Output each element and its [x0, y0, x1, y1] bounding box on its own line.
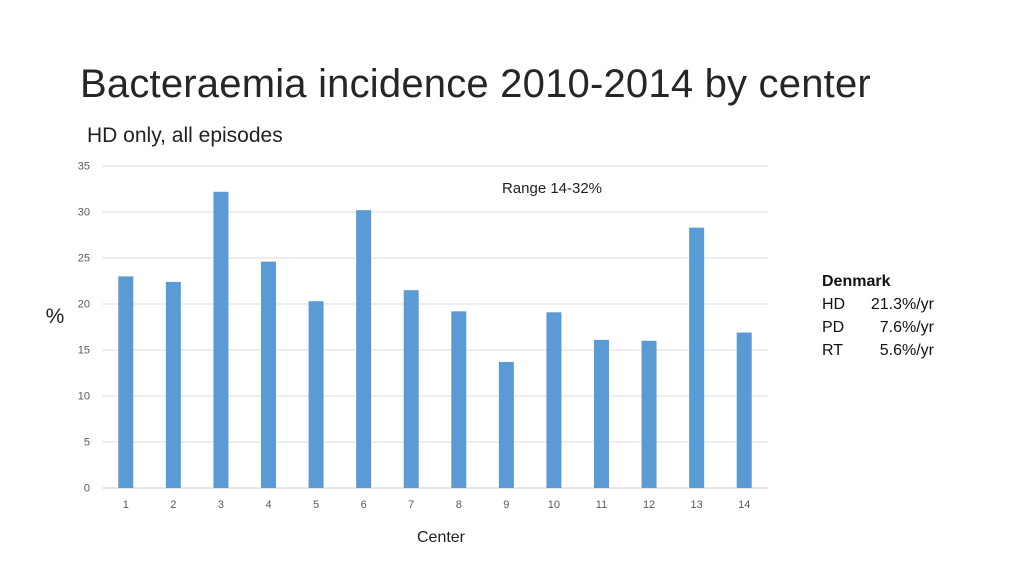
summary-row-hd: HD 21.3%/yr	[822, 293, 934, 316]
y-tick-label: 5	[84, 437, 90, 449]
bar	[498, 361, 514, 488]
summary-label: HD	[822, 296, 846, 313]
bar	[118, 276, 134, 488]
bar	[403, 290, 419, 488]
summary-value: 7.6%/yr	[879, 319, 934, 336]
bar	[641, 340, 657, 488]
page-subtitle: HD only, all episodes	[87, 124, 283, 147]
y-tick-label: 30	[78, 207, 90, 219]
summary-heading: Denmark	[822, 273, 891, 290]
x-tick-label: 13	[691, 499, 703, 511]
bar	[213, 191, 229, 488]
summary-value: 21.3%/yr	[870, 296, 934, 313]
x-tick-label: 7	[408, 499, 414, 511]
x-tick-label: 8	[456, 499, 462, 511]
bar	[451, 311, 467, 488]
y-tick-label: 10	[78, 391, 90, 403]
bar	[356, 210, 372, 488]
x-tick-label: 11	[596, 499, 607, 511]
summary-row-pd: PD 7.6%/yr	[822, 316, 934, 339]
x-tick-label: 3	[218, 499, 224, 511]
summary-label: RT	[822, 342, 844, 359]
summary-label: PD	[822, 319, 845, 336]
y-tick-label: 15	[78, 345, 90, 357]
bar	[308, 301, 324, 488]
x-tick-label: 5	[313, 499, 319, 511]
denmark-summary: Denmark HD 21.3%/yr PD 7.6%/yr RT 5.6%/yr	[822, 270, 934, 362]
bar	[689, 227, 705, 488]
x-tick-label: 4	[265, 499, 271, 511]
x-tick-label: 14	[738, 499, 750, 511]
x-tick-label: 9	[503, 499, 509, 511]
bar	[165, 281, 181, 488]
x-axis-label: Center	[417, 529, 466, 546]
page-title: Bacteraemia incidence 2010-2014 by cente…	[80, 62, 871, 106]
x-tick-label: 10	[548, 499, 560, 511]
y-tick-label: 25	[78, 253, 90, 265]
bar	[261, 261, 276, 488]
x-tick-label: 1	[123, 499, 129, 511]
bar	[546, 312, 562, 488]
bar	[594, 339, 609, 488]
summary-value: 5.6%/yr	[879, 342, 934, 359]
summary-row-rt: RT 5.6%/yr	[822, 339, 934, 362]
bar	[736, 332, 752, 488]
x-tick-label: 6	[361, 499, 367, 511]
y-tick-label: 35	[78, 161, 90, 173]
y-tick-label: 0	[84, 483, 90, 495]
range-annotation: Range 14-32%	[502, 180, 602, 197]
y-axis-label: %	[46, 305, 65, 328]
x-tick-label: 12	[643, 499, 655, 511]
x-tick-label: 2	[170, 499, 176, 511]
y-tick-label: 20	[78, 299, 90, 311]
